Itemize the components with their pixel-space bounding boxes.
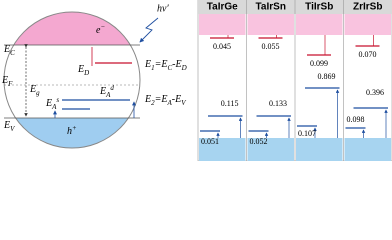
deep-value: 0.396 [366,88,384,97]
shallow-value: 0.051 [201,137,219,146]
label-part: d [110,84,114,92]
deep-value: 0.115 [221,99,239,108]
donor-value: 0.045 [213,42,231,51]
label-part: E [77,64,84,75]
label-part: A [105,91,111,99]
cb-region [247,14,294,35]
label-part: E [3,120,10,131]
label-part: − [100,23,105,31]
vb-region [247,138,294,161]
shallow-value: 0.107 [298,129,316,138]
shallow-value: 0.052 [250,137,268,146]
label-part: E [1,75,8,86]
donor-value: 0.099 [310,59,328,68]
photon-bolt [139,17,159,43]
label-part: =E [155,59,168,70]
hole-label: h+ [67,124,77,138]
material-name: TiIrSb [305,2,333,13]
electron-label: e− [96,23,105,37]
eg-label: Eg [29,84,40,96]
label-part: + [72,124,77,132]
donor-value: 0.055 [262,42,280,51]
label-part: V [10,125,15,133]
label-part: e [96,25,101,36]
circle-outline [3,11,141,149]
shallow-value: 0.098 [347,115,365,124]
label-part: F [7,80,13,88]
label-part: E [99,86,106,97]
e1-formula: E1=EC-ED [144,59,187,71]
label-part: g [36,89,40,97]
label-part: E [45,98,52,109]
label-part: 2 [151,99,155,107]
ed-label: ED [77,64,89,76]
label-part: A [51,103,57,111]
label-part: =E [155,94,168,105]
photon-label: hν′ [157,3,169,14]
material-name: ZrIrSb [353,2,382,13]
cb-region [344,14,391,35]
label-part: -E [172,59,181,70]
e2-formula: E2=EA-EV [144,94,186,106]
level-panel: TaIrGe 0.045 0.115 0.051 TaIrSn 0.055 0.133 0.0… [197,0,392,161]
vb-region [344,138,391,161]
diagram: hν′ e− h+ EC EF EV Eg ED EAs EAd E1=EC-E… [1,0,392,161]
ead-label: EAd [99,84,114,99]
label-part: 1 [151,64,155,72]
donor-value: 0.070 [359,50,377,59]
vb-region [199,138,246,161]
label-part: E [3,44,10,55]
vb-region [296,138,343,161]
label-part: E [144,59,151,70]
deep-value: 0.133 [269,99,287,108]
ef-label: EF [1,75,13,87]
ev-label: EV [3,120,15,132]
label-part: h [67,126,72,137]
label-part: D [181,64,187,72]
cb-region [199,14,246,35]
deep-value: 0.869 [318,72,336,81]
label-part: s [56,96,59,104]
band-circle [4,12,140,148]
ec-label: EC [3,44,15,56]
material-name: TaIrGe [207,2,238,13]
label-part: C [10,49,15,57]
label-part: A [166,99,172,107]
cb-region [296,14,343,35]
label-part: C [167,64,172,72]
label-part: E [144,94,151,105]
label-part: D [83,69,89,77]
label-part: E [29,84,36,95]
label-part: V [181,99,186,107]
material-name: TaIrSn [256,2,286,13]
eas-label: EAs [45,96,59,111]
label-part: -E [172,94,181,105]
